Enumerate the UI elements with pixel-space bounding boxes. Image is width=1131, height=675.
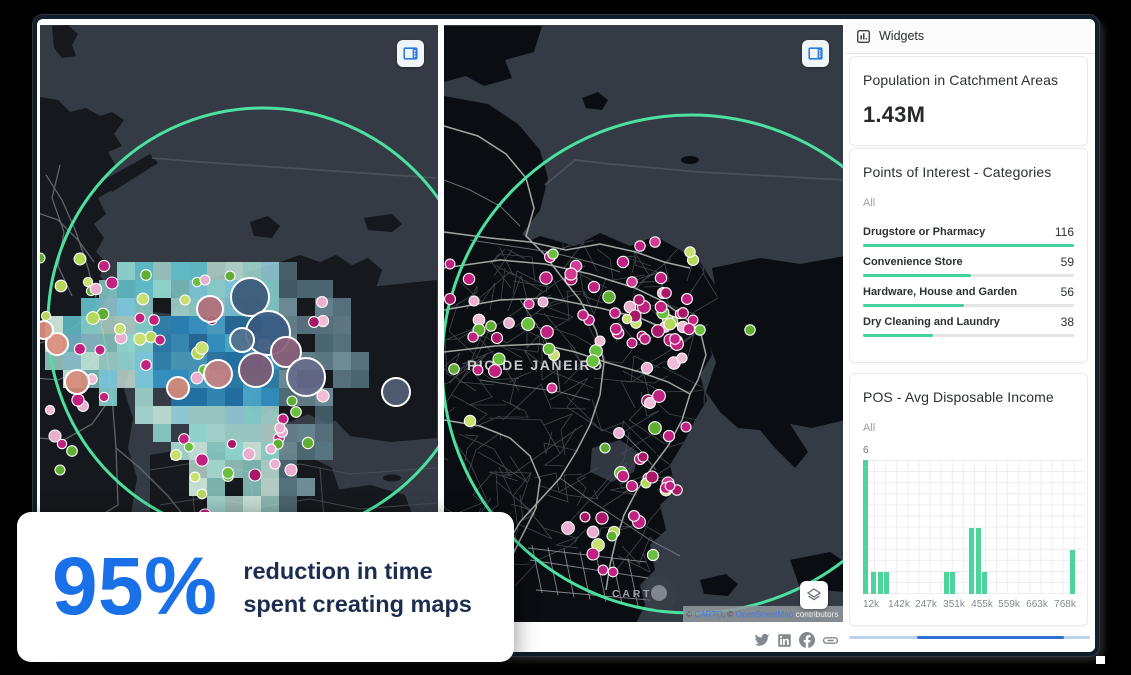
svg-text:CART: CART xyxy=(612,588,652,600)
svg-text:© CARTO, © OpenStreetMap contr: © CARTO, © OpenStreetMap contributors xyxy=(686,610,838,619)
svg-text:RIO DE JANEIRO: RIO DE JANEIRO xyxy=(467,357,604,373)
